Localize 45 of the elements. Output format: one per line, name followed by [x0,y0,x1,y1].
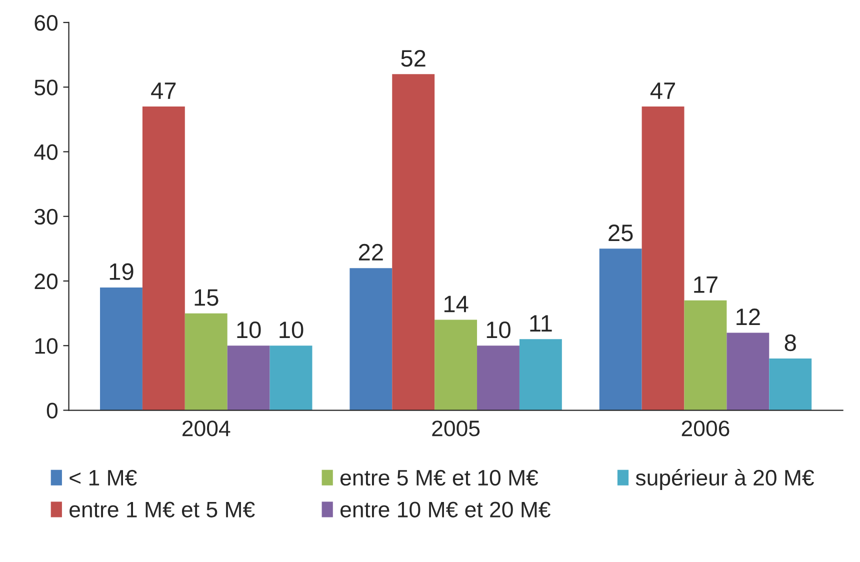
data-label: 12 [736,308,760,326]
data-label: 15 [194,289,218,306]
bar [684,300,727,410]
data-label: 47 [650,82,675,99]
y-tick-label: 20 [34,274,58,290]
data-label: 19 [110,263,134,280]
data-label: 8 [784,334,796,352]
data-label: 52 [401,50,426,67]
x-tick-label: 2004 [182,420,230,436]
y-tick-label: 30 [34,208,58,225]
bar [270,346,312,410]
bar [142,106,185,410]
bar [434,320,478,410]
y-tick-label: 40 [34,144,58,160]
legend-label: entre 1 M€ et 5 M€ [70,502,255,518]
bar [350,268,392,410]
data-label: 22 [358,244,383,260]
x-tick-label: 2005 [432,420,480,436]
bar [519,339,562,410]
x-tick-label: 2006 [682,420,730,436]
bar [100,287,142,410]
bar [642,106,684,410]
data-label: 25 [608,224,633,242]
bar [477,346,520,410]
data-label: 14 [444,296,468,312]
legend-label: entre 5 M€ et 10 M€ [340,470,538,486]
bar [227,346,270,410]
data-label: 10 [486,321,510,338]
y-tick-label: 0 [46,402,58,419]
y-tick-label: 10 [35,338,58,354]
y-tick-label: 50 [34,80,58,96]
bar [184,313,228,410]
bar [769,358,812,410]
data-label: 11 [530,315,552,332]
legend-label: < 1 M€ [70,470,137,486]
legend-label: supérieur à 20 M€ [636,469,814,490]
bar [726,332,770,410]
bar [392,74,435,410]
bar [599,248,642,410]
y-tick-label: 60 [34,15,58,31]
data-label: 17 [694,276,718,293]
data-label: 10 [280,321,304,338]
legend-label: entre 10 M€ et 20 M€ [340,502,550,518]
data-label: 10 [237,321,261,338]
data-label: 47 [151,82,176,99]
